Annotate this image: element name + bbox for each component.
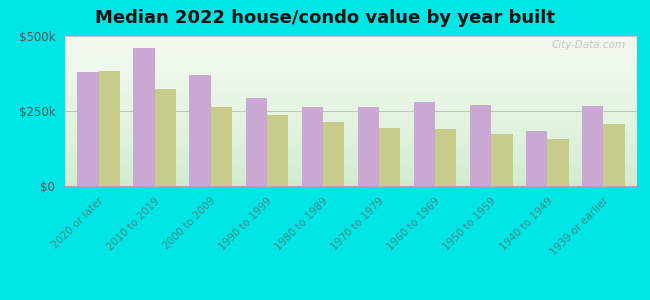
Text: Median 2022 house/condo value by year built: Median 2022 house/condo value by year bu… [95,9,555,27]
Bar [603,124,625,186]
Bar [155,88,176,186]
Bar [99,70,120,186]
Bar [211,107,232,186]
Bar [190,75,211,186]
Bar [302,106,323,186]
Bar [526,130,547,186]
Bar [491,134,512,186]
Bar [414,102,435,186]
Bar [470,105,491,186]
Bar [267,115,288,186]
Bar [435,129,456,186]
Bar [77,72,99,186]
Text: City-Data.com: City-Data.com [551,40,625,50]
Bar [547,139,569,186]
Bar [582,106,603,186]
Bar [133,48,155,186]
Bar [323,122,345,186]
Bar [358,106,379,186]
Bar [379,128,400,186]
Bar [246,98,267,186]
